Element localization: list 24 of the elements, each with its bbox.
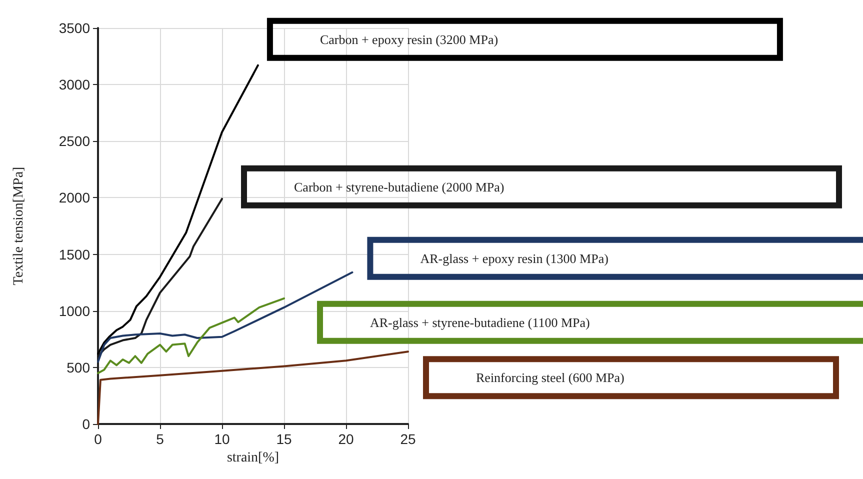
text: Carbon + epoxy resin (3200 MPa) <box>320 32 498 47</box>
x-tick-label: 20 <box>338 431 354 447</box>
y-axis-title: Textile tension[MPa] <box>12 166 26 286</box>
x-axis-title: strain[%] <box>226 450 280 466</box>
text: Carbon + styrene-butadiene (2000 MPa) <box>294 179 504 194</box>
y-tick-label: 3000 <box>58 76 90 93</box>
line-series <box>97 271 354 363</box>
x-tick-label: 5 <box>156 431 164 447</box>
y-tick-label: 3500 <box>58 20 90 36</box>
text: AR-glass + epoxy resin (1300 MPa) <box>420 250 608 266</box>
y-tick-label: 1000 <box>58 302 90 319</box>
text: AR-glass + styrene-butadiene (1100 MPa) <box>370 314 590 330</box>
y-tick-label: 1500 <box>58 246 90 262</box>
line-series <box>97 297 285 374</box>
line-series <box>97 64 259 355</box>
text: Reinforcing steel (600 MPa) <box>476 370 624 386</box>
x-tick-label: 25 <box>400 431 416 447</box>
x-tick-label: 10 <box>214 431 230 447</box>
y-tick-label: 2000 <box>58 190 90 206</box>
y-tick-label: 2500 <box>58 133 90 150</box>
x-tick-label: 15 <box>276 431 292 447</box>
y-tick-label: 0 <box>82 416 90 432</box>
x-tick-label: 0 <box>94 431 102 447</box>
y-tick-label: 500 <box>66 359 90 376</box>
